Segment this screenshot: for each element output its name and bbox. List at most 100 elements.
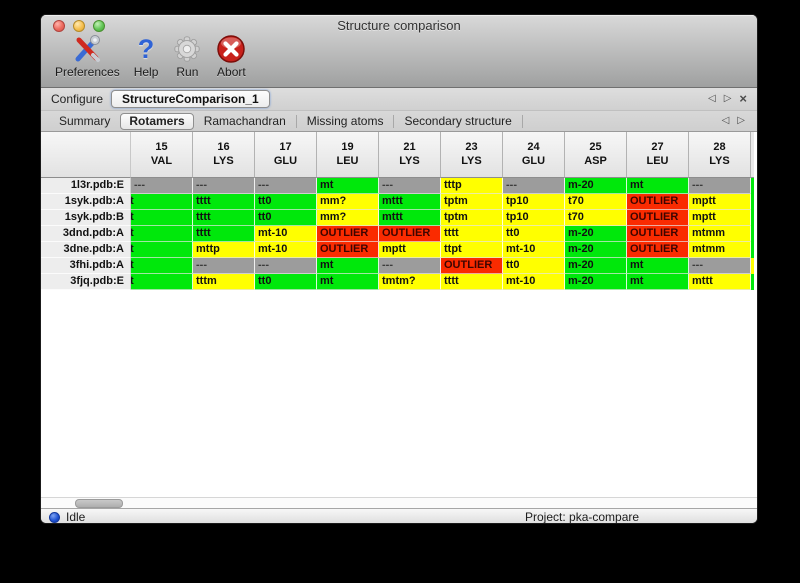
close-window-button[interactable]	[53, 20, 65, 32]
rotamer-cell[interactable]: mttp	[193, 242, 255, 258]
rotamer-cell[interactable]: tt0	[503, 226, 565, 242]
rotamer-cell[interactable]: ---	[131, 178, 193, 194]
rotamer-cell[interactable]: ---	[379, 178, 441, 194]
rotamer-cell[interactable]: tttt	[441, 274, 503, 290]
titlebar[interactable]: Structure comparison	[41, 15, 757, 37]
tab-missing-atoms[interactable]: Missing atoms	[306, 114, 384, 128]
column-header-24[interactable]: 24 GLU	[503, 132, 565, 178]
rotamer-cell[interactable]: tp10	[503, 210, 565, 226]
tab-summary[interactable]: Summary	[59, 114, 111, 128]
column-header-27[interactable]: 27 LEU	[627, 132, 689, 178]
rotamer-cell[interactable]: mt-10	[255, 242, 317, 258]
row-label[interactable]: 1l3r.pdb:E	[41, 178, 131, 194]
rotamer-cell[interactable]: t70	[565, 210, 627, 226]
rotamer-cell[interactable]: m-20	[565, 226, 627, 242]
rotamer-cell[interactable]: OUTLIER	[627, 210, 689, 226]
prev-configuration-icon[interactable]: ◁	[708, 93, 716, 104]
tab-ramachandran[interactable]: Ramachandran	[203, 114, 286, 128]
rotamer-cell[interactable]: tttt	[441, 226, 503, 242]
rotamer-cell[interactable]: mptt	[689, 210, 751, 226]
column-header-16[interactable]: 16 LYS	[193, 132, 255, 178]
next-tab-icon[interactable]: ▷	[737, 115, 745, 126]
rotamer-cell[interactable]: mt-10	[503, 242, 565, 258]
rotamer-cell[interactable]: m-20	[565, 178, 627, 194]
rotamer-cell[interactable]: mt	[317, 178, 379, 194]
rotamer-cell[interactable]: ---	[379, 258, 441, 274]
row-label[interactable]: 3fhi.pdb:A	[41, 258, 131, 274]
rotamer-cell[interactable]: tt0	[255, 210, 317, 226]
configuration-selector[interactable]: StructureComparison_1	[111, 90, 270, 108]
rotamer-cell[interactable]: mm?	[317, 210, 379, 226]
rotamer-cell[interactable]: tttt	[193, 210, 255, 226]
rotamer-cell[interactable]: mttt	[689, 274, 751, 290]
rotamer-cell[interactable]: mttt	[379, 194, 441, 210]
help-button[interactable]: ? Help	[134, 34, 159, 79]
rotamer-cell[interactable]: mt-10	[503, 274, 565, 290]
rotamer-cell[interactable]: ---	[689, 178, 751, 194]
rotamer-cell[interactable]: mt	[627, 258, 689, 274]
rotamer-cell[interactable]: ---	[689, 258, 751, 274]
rotamer-cell[interactable]: mtmm	[689, 242, 751, 258]
rotamer-cell[interactable]: tttt	[193, 194, 255, 210]
rotamer-cell[interactable]: ---	[193, 258, 255, 274]
rotamer-cell[interactable]: m-20	[565, 258, 627, 274]
rotamer-cell[interactable]: t	[131, 194, 193, 210]
column-header-17[interactable]: 17 GLU	[255, 132, 317, 178]
rotamer-cell[interactable]: ---	[255, 258, 317, 274]
rotamer-cell[interactable]: OUTLIER	[317, 242, 379, 258]
rotamer-cell[interactable]: OUTLIER	[627, 194, 689, 210]
preferences-button[interactable]: Preferences	[55, 34, 120, 79]
rotamer-cell[interactable]: mt-10	[255, 226, 317, 242]
rotamer-cell[interactable]: t	[131, 210, 193, 226]
zoom-window-button[interactable]	[93, 20, 105, 32]
rotamer-cell[interactable]: OUTLIER	[627, 226, 689, 242]
rotamer-cell[interactable]: t70	[565, 194, 627, 210]
rotamer-cell[interactable]: mttt	[379, 210, 441, 226]
rotamer-cell[interactable]: tptm	[441, 194, 503, 210]
rotamer-cell[interactable]: ---	[193, 178, 255, 194]
rotamer-cell[interactable]: mtmm	[689, 226, 751, 242]
rotamer-cell[interactable]: mptt	[379, 242, 441, 258]
rotamer-cell[interactable]: tttm	[193, 274, 255, 290]
rotamer-cell[interactable]: tt0	[503, 258, 565, 274]
row-label[interactable]: 3dne.pdb:A	[41, 242, 131, 258]
rotamer-cell[interactable]: mt	[627, 274, 689, 290]
column-header-15[interactable]: 15 VAL	[131, 132, 193, 178]
rotamer-cell[interactable]: tttt	[193, 226, 255, 242]
minimize-window-button[interactable]	[73, 20, 85, 32]
run-button[interactable]: Run	[172, 34, 202, 79]
column-header-23[interactable]: 23 LYS	[441, 132, 503, 178]
rotamer-cell[interactable]: tmtm?	[379, 274, 441, 290]
column-header-21[interactable]: 21 LYS	[379, 132, 441, 178]
rotamer-cell[interactable]: mptt	[689, 194, 751, 210]
row-label[interactable]: 3dnd.pdb:A	[41, 226, 131, 242]
tab-rotamers[interactable]: Rotamers	[120, 112, 194, 130]
column-header-19[interactable]: 19 LEU	[317, 132, 379, 178]
rotamer-cell[interactable]: ---	[255, 178, 317, 194]
scrollbar-thumb[interactable]	[75, 499, 123, 508]
column-header-25[interactable]: 25 ASP	[565, 132, 627, 178]
abort-button[interactable]: Abort	[216, 34, 246, 79]
rotamer-cell[interactable]: OUTLIER	[379, 226, 441, 242]
rotamer-cell[interactable]: t	[131, 226, 193, 242]
rotamer-cell[interactable]: OUTLIER	[317, 226, 379, 242]
rotamer-cell[interactable]: tt0	[255, 194, 317, 210]
rotamer-cell[interactable]: ---	[503, 178, 565, 194]
rotamer-cell[interactable]: tptm	[441, 210, 503, 226]
horizontal-scrollbar[interactable]	[41, 497, 757, 508]
next-configuration-icon[interactable]: ▷	[723, 93, 732, 104]
rotamer-cell[interactable]: t	[131, 258, 193, 274]
rotamer-cell[interactable]: tttp	[441, 178, 503, 194]
column-header-28[interactable]: 28 LYS	[689, 132, 751, 178]
row-label[interactable]: 3fjq.pdb:E	[41, 274, 131, 290]
rotamer-cell[interactable]: mm?	[317, 194, 379, 210]
prev-tab-icon[interactable]: ◁	[721, 115, 730, 126]
rotamer-cell[interactable]: OUTLIER	[441, 258, 503, 274]
rotamer-cell[interactable]: mt	[627, 178, 689, 194]
row-label[interactable]: 1syk.pdb:A	[41, 194, 131, 210]
rotamer-cell[interactable]: t	[131, 242, 193, 258]
rotamer-cell[interactable]: ttpt	[441, 242, 503, 258]
rotamer-cell[interactable]: OUTLIER	[627, 242, 689, 258]
rotamer-cell[interactable]: mt	[317, 274, 379, 290]
close-configuration-icon[interactable]: ×	[739, 91, 747, 106]
